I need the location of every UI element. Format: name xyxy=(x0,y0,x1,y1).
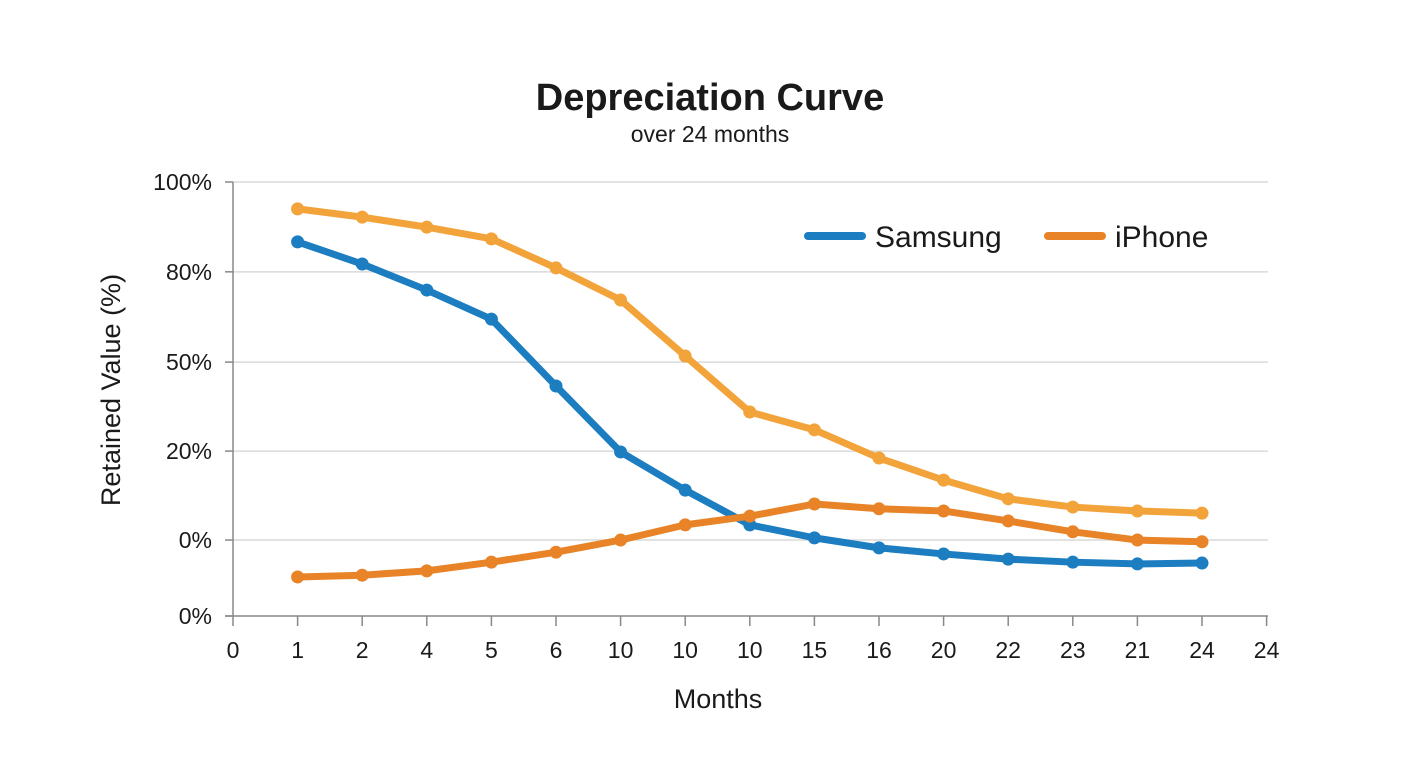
data-point xyxy=(937,547,951,561)
series-line xyxy=(294,205,1206,517)
x-tick-label: 6 xyxy=(550,637,563,663)
data-point xyxy=(1130,533,1144,547)
y-tick-label: 0% xyxy=(179,527,212,553)
data-point xyxy=(1195,506,1209,520)
data-point xyxy=(484,312,498,326)
x-tick-label: 20 xyxy=(931,637,957,663)
data-point xyxy=(1130,504,1144,518)
data-point xyxy=(807,423,821,437)
x-tick-label: 15 xyxy=(802,637,828,663)
x-tick-label: 10 xyxy=(672,637,698,663)
data-point xyxy=(807,497,821,511)
data-point xyxy=(678,483,692,497)
data-point xyxy=(1001,514,1015,528)
series-samsung xyxy=(291,235,1209,571)
data-point xyxy=(678,349,692,363)
data-point xyxy=(1066,500,1080,514)
data-point xyxy=(614,445,628,459)
data-point xyxy=(1066,555,1080,569)
data-point xyxy=(678,518,692,532)
y-tick-label: 0% xyxy=(179,603,212,629)
data-point xyxy=(807,531,821,545)
data-point xyxy=(420,564,434,578)
data-point xyxy=(1130,557,1144,571)
y-axis-ticks: 100% 80% 50% 20% 0% 0% xyxy=(153,169,233,629)
data-point xyxy=(614,533,628,547)
data-point xyxy=(1066,525,1080,539)
chart-title: Depreciation Curve xyxy=(536,77,884,119)
x-tick-label: 5 xyxy=(485,637,498,663)
legend-label-iphone: iPhone xyxy=(1115,221,1208,254)
x-tick-label: 10 xyxy=(608,637,634,663)
y-tick-label: 80% xyxy=(166,259,212,285)
data-point xyxy=(872,541,886,555)
x-axis-title: Months xyxy=(674,684,763,714)
legend: Samsung iPhone xyxy=(804,221,1208,254)
y-tick-label: 50% xyxy=(166,349,212,375)
data-point xyxy=(549,545,563,559)
x-tick-label: 24 xyxy=(1189,637,1215,663)
data-point xyxy=(872,502,886,516)
data-point xyxy=(743,405,757,419)
data-point xyxy=(484,232,498,246)
y-tick-label: 20% xyxy=(166,438,212,464)
y-axis-title: Retained Value (%) xyxy=(96,274,126,506)
x-tick-label: 0 xyxy=(227,637,240,663)
data-point xyxy=(484,555,498,569)
x-tick-label: 4 xyxy=(420,637,433,663)
data-point xyxy=(291,570,305,584)
y-tick-label: 100% xyxy=(153,169,212,195)
data-point xyxy=(1001,492,1015,506)
data-point xyxy=(1195,535,1209,549)
data-point xyxy=(420,220,434,234)
data-point xyxy=(743,509,757,523)
x-tick-label: 1 xyxy=(291,637,304,663)
x-tick-label: 10 xyxy=(737,637,763,663)
series-group xyxy=(291,202,1209,584)
data-point xyxy=(291,235,305,249)
chart-subtitle: over 24 months xyxy=(631,121,790,147)
data-point xyxy=(355,210,369,224)
data-point xyxy=(937,504,951,518)
x-tick-label: 23 xyxy=(1060,637,1086,663)
data-point xyxy=(1001,552,1015,566)
series-unnamed-0 xyxy=(291,202,1209,520)
x-axis-ticks: 0 1 2 4 5 6 10 10 10 15 16 20 22 23 21 24 24 xyxy=(227,616,1280,663)
data-point xyxy=(420,283,434,297)
x-tick-label: 21 xyxy=(1125,637,1151,663)
gridlines xyxy=(233,181,1268,541)
x-tick-label: 2 xyxy=(356,637,369,663)
data-point xyxy=(1195,556,1209,570)
series-iphone xyxy=(291,497,1209,584)
data-point xyxy=(355,257,369,271)
x-tick-label: 24 xyxy=(1254,637,1280,663)
data-point xyxy=(291,202,305,216)
data-point xyxy=(355,568,369,582)
data-point xyxy=(614,293,628,307)
data-point xyxy=(872,451,886,465)
data-point xyxy=(549,379,563,393)
legend-label-samsung: Samsung xyxy=(875,221,1002,254)
x-tick-label: 22 xyxy=(995,637,1021,663)
x-tick-label: 16 xyxy=(866,637,892,663)
data-point xyxy=(549,261,563,275)
data-point xyxy=(937,473,951,487)
